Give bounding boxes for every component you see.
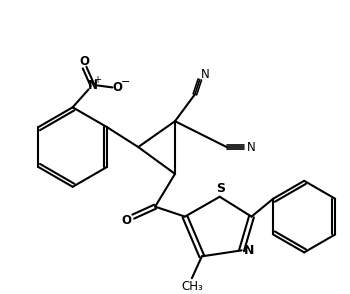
Text: O: O bbox=[121, 214, 131, 227]
Text: O: O bbox=[112, 81, 122, 94]
Text: CH₃: CH₃ bbox=[181, 280, 203, 293]
Text: S: S bbox=[216, 182, 225, 195]
Text: N: N bbox=[201, 68, 209, 81]
Text: N: N bbox=[247, 141, 256, 153]
Text: +: + bbox=[93, 76, 101, 86]
Text: −: − bbox=[121, 78, 130, 88]
Text: N: N bbox=[88, 79, 98, 92]
Text: N: N bbox=[244, 244, 255, 257]
Text: O: O bbox=[79, 55, 90, 68]
